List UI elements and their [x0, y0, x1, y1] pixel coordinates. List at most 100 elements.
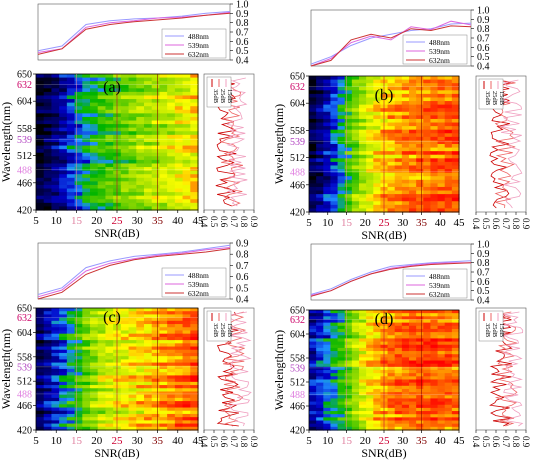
heatmap-cell	[337, 93, 346, 99]
heatmap-cell	[316, 420, 324, 425]
heatmap-cell	[120, 199, 130, 204]
heatmap-cell	[430, 420, 439, 425]
heatmap-cell	[344, 426, 353, 431]
heatmap-cell	[394, 388, 403, 393]
heatmap-cell	[182, 397, 191, 402]
heatmap-cell	[401, 423, 410, 428]
heatmap-cell	[323, 388, 332, 393]
heatmap-cell	[136, 320, 145, 325]
heatmap-cell	[323, 351, 332, 355]
heatmap-cell	[159, 181, 168, 186]
heatmap-cell	[344, 376, 353, 381]
heatmap-cell	[51, 109, 60, 114]
heatmap-cell	[51, 91, 60, 97]
heatmap-cell	[167, 388, 176, 393]
heatmap-cell	[316, 360, 324, 365]
heatmap-cell	[74, 124, 83, 129]
heatmap-cell	[323, 376, 332, 381]
heatmap-cell	[309, 108, 317, 113]
heatmap-cell	[409, 197, 417, 202]
heatmap-cell	[174, 74, 184, 79]
heatmap-cell	[351, 169, 360, 174]
heatmap-cell	[190, 202, 199, 208]
heatmap-cell	[444, 129, 453, 134]
heatmap-cell	[344, 338, 353, 343]
heatmap-cell	[51, 170, 60, 175]
heatmap-cell	[309, 172, 317, 177]
heatmap-cell	[105, 77, 114, 82]
heatmap-cell	[309, 111, 317, 116]
heatmap-cell	[323, 363, 332, 368]
heatmap-cell	[97, 184, 107, 190]
heatmap-cell	[316, 401, 324, 406]
heatmap-cell	[337, 395, 346, 400]
heatmap-cell	[351, 179, 360, 184]
heatmap-cell	[430, 161, 439, 167]
heatmap-cell	[394, 366, 403, 371]
heatmap-cell	[167, 149, 176, 154]
heatmap-cell	[359, 376, 367, 381]
heatmap-cell	[423, 420, 432, 425]
heatmap-cell	[182, 102, 191, 107]
heatmap-cell	[444, 351, 453, 355]
heatmap-cell	[437, 357, 446, 362]
heatmap-cell	[344, 407, 353, 412]
top-y-tick-label: 0.9	[236, 239, 249, 250]
heatmap-cell	[128, 404, 137, 409]
heatmap-cell	[159, 417, 168, 421]
heatmap-cell	[90, 174, 99, 179]
series-line-488nm	[37, 11, 231, 52]
heatmap-cell	[97, 343, 107, 348]
heatmap-cell	[182, 192, 191, 197]
heatmap-cell	[416, 338, 424, 343]
heatmap-cell	[43, 423, 53, 428]
heatmap-cell	[36, 149, 45, 154]
heatmap-cell	[423, 161, 432, 167]
heatmap-cell	[82, 308, 91, 312]
heatmap-cell	[36, 77, 45, 82]
heatmap-cell	[387, 325, 396, 330]
heatmap-cell	[451, 172, 460, 177]
heatmap-cell	[337, 136, 346, 142]
heatmap-cell	[182, 170, 191, 175]
heatmap-cell	[174, 199, 184, 204]
heatmap-cell	[43, 188, 53, 193]
heatmap-cell	[105, 420, 114, 425]
heatmap-cell	[82, 336, 91, 341]
heatmap-cell	[437, 366, 446, 371]
heatmap-cell	[59, 88, 68, 93]
heatmap-cell	[351, 76, 360, 81]
heatmap-cell	[330, 354, 339, 358]
heatmap-cell	[451, 104, 460, 109]
heatmap-cell	[423, 101, 432, 106]
heatmap-cell	[373, 208, 382, 213]
heatmap-cell	[323, 169, 332, 174]
heatmap-cell	[416, 104, 424, 109]
heatmap-cell	[316, 194, 324, 199]
heatmap-cell	[337, 332, 346, 336]
heatmap-cell	[309, 165, 317, 170]
heatmap-cell	[151, 388, 161, 393]
y-tick-label: 420	[290, 208, 305, 219]
heatmap-cell	[82, 174, 91, 179]
heatmap-cell	[159, 372, 168, 377]
heatmap-cell	[136, 206, 145, 211]
heatmap-cell	[151, 124, 161, 129]
heatmap-cell	[105, 131, 114, 136]
heatmap-cell	[43, 359, 53, 364]
heatmap-cell	[309, 86, 317, 91]
heatmap-cell	[359, 332, 367, 336]
heatmap-cell	[43, 159, 53, 165]
heatmap-cell	[43, 95, 53, 100]
heatmap-cell	[82, 397, 91, 402]
heatmap-cell	[344, 313, 353, 317]
heatmap-cell	[190, 149, 199, 154]
heatmap-cell	[82, 359, 91, 364]
heatmap-cell	[351, 316, 360, 321]
heatmap-cell	[430, 379, 439, 384]
heatmap-cell	[174, 349, 184, 354]
x-tick-label: 20	[91, 215, 103, 227]
heatmap-cell	[309, 93, 317, 99]
x-tick-label: 45	[193, 215, 205, 227]
heatmap-cell	[430, 129, 439, 134]
